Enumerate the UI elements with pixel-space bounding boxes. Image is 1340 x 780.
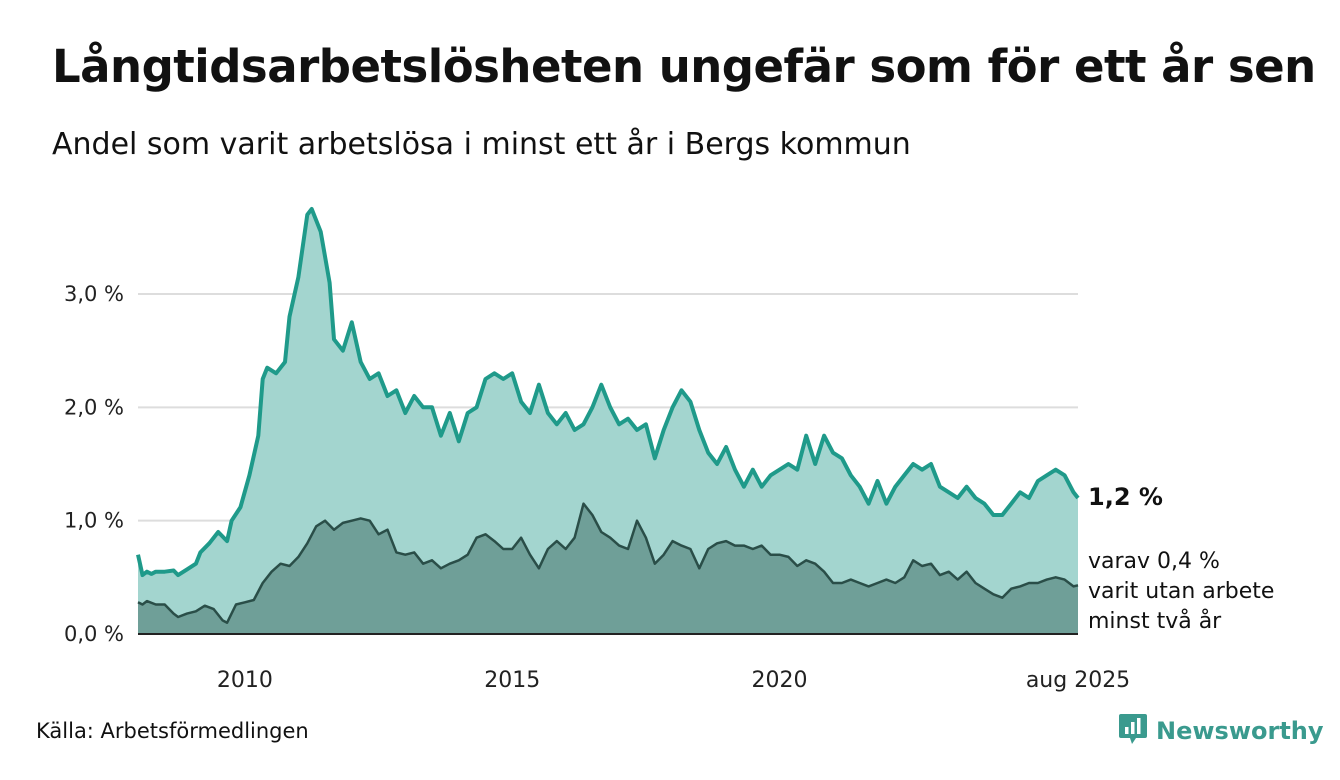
x-tick-label-2: 2020 [752, 668, 808, 693]
series-2-line [137, 502, 1079, 624]
series-1-end-label: 1,2 % [1088, 483, 1163, 511]
y-axis-ticks: 0,0 % 1,0 % 2,0 % 3,0 % [64, 282, 124, 646]
newsworthy-logo-text: Newsworthy [1156, 717, 1324, 745]
x-axis-ticks: 2010 2015 2020 aug 2025 [217, 668, 1130, 693]
series-2-area [138, 503, 1078, 634]
y-tick-label-3: 3,0 % [64, 282, 124, 306]
series-1-line [136, 207, 1080, 578]
x-tick-label-0: 2010 [217, 668, 273, 693]
chart-title: Långtidsarbetslösheten ungefär som för e… [52, 40, 1316, 93]
y-tick-label-2: 2,0 % [64, 395, 124, 419]
source-note: Källa: Arbetsförmedlingen [36, 719, 309, 743]
series-area-layer [136, 207, 1080, 634]
series-2-note-line-1: varav 0,4 % [1088, 549, 1220, 574]
series-2-note-line-2: varit utan arbete [1088, 579, 1274, 604]
newsworthy-logo-icon [1118, 712, 1148, 750]
newsworthy-logo: Newsworthy [1118, 714, 1324, 748]
chart-area: 0,0 % 1,0 % 2,0 % 3,0 % 2010 2015 2020 aug 202… [64, 207, 1274, 693]
series-2-note-line-3: minst två år [1088, 608, 1222, 634]
x-tick-label-1: 2015 [484, 668, 540, 693]
y-tick-label-0: 0,0 % [64, 622, 124, 646]
y-tick-label-1: 1,0 % [64, 509, 124, 533]
x-tick-label-3: aug 2025 [1026, 668, 1130, 693]
chart-subtitle: Andel som varit arbetslösa i minst ett å… [52, 127, 911, 162]
